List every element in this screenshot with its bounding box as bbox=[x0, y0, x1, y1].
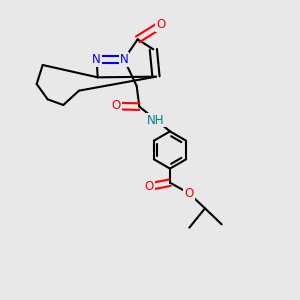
Text: O: O bbox=[145, 180, 154, 193]
Text: O: O bbox=[156, 19, 165, 32]
Text: N: N bbox=[92, 53, 101, 66]
Text: NH: NH bbox=[147, 113, 165, 127]
Text: N: N bbox=[120, 53, 128, 66]
Text: O: O bbox=[111, 100, 121, 112]
Text: O: O bbox=[184, 187, 194, 200]
